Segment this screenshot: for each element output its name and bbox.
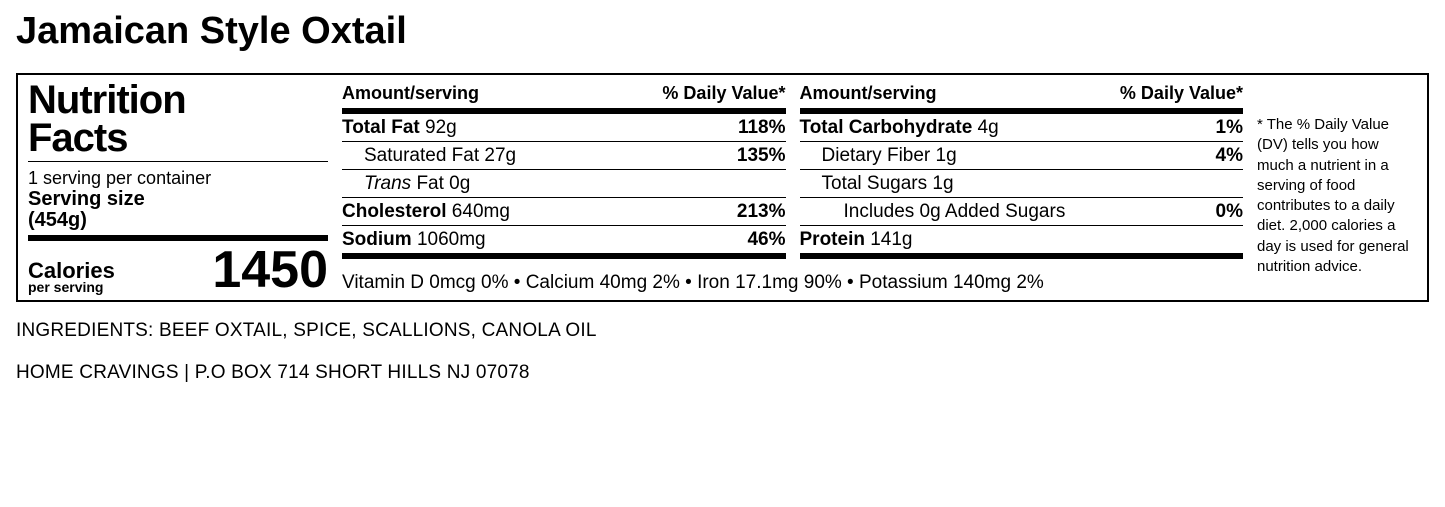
product-title: Jamaican Style Oxtail [16, 10, 1429, 53]
nutrient-name-bold: Protein [800, 229, 865, 250]
nutrient-name-rest: 640mg [447, 201, 510, 222]
nutrient-name-bold: Sodium [342, 229, 412, 250]
nutrient-row: Protein 141g [800, 225, 1244, 259]
calories-value: 1450 [212, 247, 328, 294]
nutrient-row: Total Carbohydrate 4g 1% [800, 108, 1244, 141]
nutrient-name-bold: Cholesterol [342, 201, 447, 222]
vitamins-row: Vitamin D 0mcg 0% • Calcium 40mg 2% • Ir… [342, 268, 1243, 294]
calories-sub: per serving [28, 281, 115, 294]
dv-footnote: * The % Daily Value (DV) tells you how m… [1257, 81, 1417, 294]
col-header-amount: Amount/serving [800, 83, 937, 104]
nutrient-col-1: Amount/serving % Daily Value* Total Fat … [342, 81, 786, 268]
serving-size: Serving size (454g) [28, 189, 328, 235]
nf-title-line2: Facts [28, 116, 128, 160]
serving-size-label: Serving size [28, 188, 145, 210]
nutrient-row: Total Fat 92g 118% [342, 108, 786, 141]
nutrient-row: Includes 0g Added Sugars 0% [800, 197, 1244, 225]
nutrient-dv: 213% [737, 201, 786, 223]
col-header-dv: % Daily Value* [1120, 83, 1243, 104]
nutrient-name-trans: Trans [364, 173, 411, 194]
nutrient-name-rest: Dietary Fiber 1g [822, 145, 957, 166]
servings-per-container: 1 serving per container [28, 162, 328, 189]
nutrient-col-wrap: Amount/serving % Daily Value* Total Fat … [342, 81, 1243, 294]
nutrient-name-rest: Fat 0g [411, 173, 470, 194]
col-header-amount: Amount/serving [342, 83, 479, 104]
nutrient-name-rest: 141g [865, 229, 913, 250]
calories-label: Calories per serving [28, 261, 115, 293]
nutrient-name-rest: 4g [972, 117, 998, 138]
nutrient-dv: 1% [1216, 117, 1243, 139]
nutrient-dv: 118% [738, 117, 786, 139]
nutrient-dv: 46% [747, 229, 785, 251]
nutrient-dv: 135% [737, 145, 786, 167]
nutrient-col-2: Amount/serving % Daily Value* Total Carb… [800, 81, 1244, 268]
nutrient-dv: 4% [1216, 145, 1243, 167]
nf-title: Nutrition Facts [28, 81, 328, 161]
col-header-dv: % Daily Value* [662, 83, 785, 104]
nutrient-row: Saturated Fat 27g 135% [342, 141, 786, 169]
nutrient-name-rest: Includes 0g Added Sugars [844, 201, 1066, 222]
nutrient-name-rest: Saturated Fat 27g [364, 145, 516, 166]
nutrient-row: Trans Fat 0g [342, 169, 786, 197]
nutrient-row: Cholesterol 640mg 213% [342, 197, 786, 225]
nutrient-columns: Amount/serving % Daily Value* Total Fat … [342, 81, 1243, 294]
serving-size-value: (454g) [28, 209, 87, 231]
nutrient-row: Total Sugars 1g [800, 169, 1244, 197]
ingredients: INGREDIENTS: BEEF OXTAIL, SPICE, SCALLIO… [16, 320, 1429, 342]
nf-left-block: Nutrition Facts 1 serving per container … [28, 81, 328, 294]
nutrient-dv: 0% [1216, 201, 1243, 223]
nutrient-name-bold: Total Fat [342, 117, 420, 138]
manufacturer-footer: HOME CRAVINGS | P.O BOX 714 SHORT HILLS … [16, 362, 1429, 384]
nutrient-row: Sodium 1060mg 46% [342, 225, 786, 259]
nutrient-name-rest: Total Sugars 1g [822, 173, 954, 194]
nutrition-panel: Nutrition Facts 1 serving per container … [16, 73, 1429, 302]
nutrient-name-bold: Total Carbohydrate [800, 117, 973, 138]
nutrient-row: Dietary Fiber 1g 4% [800, 141, 1244, 169]
nutrient-name-rest: 1060mg [412, 229, 486, 250]
nutrient-name-rest: 92g [420, 117, 457, 138]
